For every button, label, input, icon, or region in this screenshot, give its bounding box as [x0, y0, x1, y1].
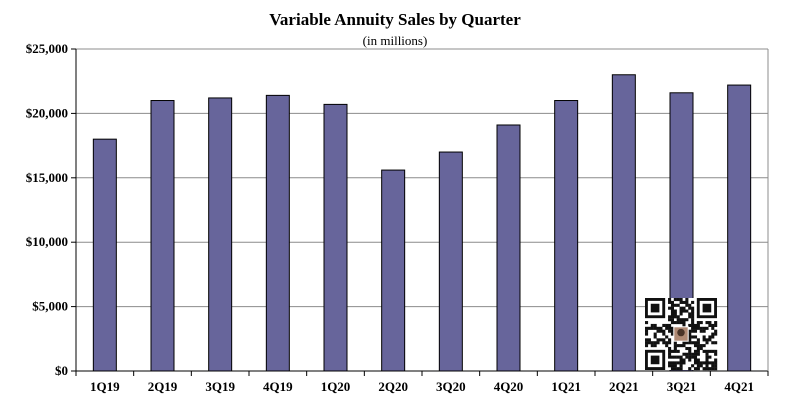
x-tick-label: 4Q20 [494, 379, 524, 394]
x-tick-label: 1Q20 [321, 379, 351, 394]
bar-1Q21 [554, 100, 579, 372]
bar-3Q19 [208, 97, 233, 372]
x-tick-label: 4Q19 [263, 379, 293, 394]
x-tick-label: 1Q21 [551, 379, 581, 394]
bar-2Q21 [611, 74, 636, 372]
x-tick-label: 2Q20 [378, 379, 408, 394]
x-tick-label: 3Q21 [667, 379, 697, 394]
y-tick-label: $5,000 [32, 299, 68, 314]
y-tick-label: $15,000 [26, 170, 68, 185]
bar-4Q19 [265, 94, 290, 372]
x-tick-label: 3Q19 [205, 379, 235, 394]
chart-subtitle: (in millions) [363, 33, 428, 48]
y-tick-label: $25,000 [26, 41, 68, 56]
bar-3Q20 [438, 151, 463, 372]
y-tick-label: $20,000 [26, 105, 68, 120]
bar-1Q19 [92, 138, 117, 372]
x-tick-label: 3Q20 [436, 379, 466, 394]
x-tick-label: 4Q21 [724, 379, 754, 394]
qr-code-watermark [645, 298, 718, 371]
y-tick-labels: $0 $5,000 $10,000 $15,000 $20,000 $25,000 [26, 41, 68, 378]
y-tick-label: $0 [55, 363, 68, 378]
gridlines [76, 48, 768, 308]
x-tick-label: 2Q21 [609, 379, 639, 394]
x-tick-label: 1Q19 [90, 379, 120, 394]
x-tick-labels: 1Q19 2Q19 3Q19 4Q19 1Q20 2Q20 3Q20 4Q20 1Q21 2Q21… [90, 379, 754, 394]
x-tick-label: 2Q19 [148, 379, 178, 394]
bar-4Q21 [727, 84, 752, 372]
bar-2Q19 [150, 100, 175, 372]
bar-2Q20 [381, 169, 406, 372]
chart-title: Variable Annuity Sales by Quarter [269, 10, 521, 29]
y-tick-label: $10,000 [26, 234, 68, 249]
bar-4Q20 [496, 124, 521, 372]
bar-1Q20 [323, 103, 348, 372]
axes [71, 48, 769, 376]
